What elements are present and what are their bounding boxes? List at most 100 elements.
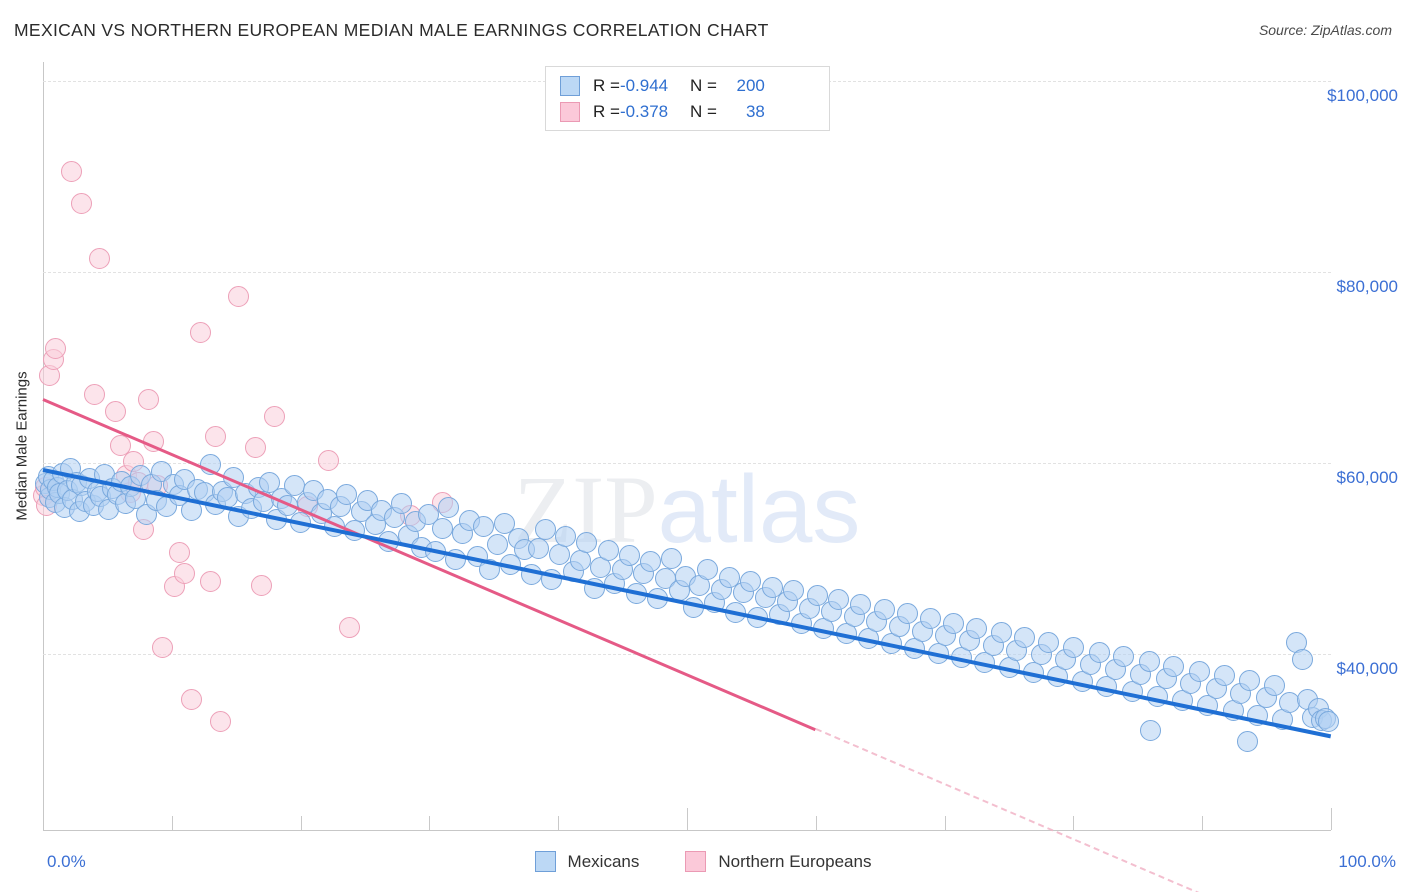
stats-swatch-northern-europeans — [560, 102, 580, 122]
scatter-point-blue — [344, 520, 366, 542]
scatter-point-pink — [210, 711, 232, 733]
scatter-point-blue — [493, 512, 515, 534]
legend-label-mexicans: Mexicans — [567, 851, 640, 871]
scatter-point-blue — [697, 559, 719, 581]
scatter-point-blue — [597, 540, 619, 562]
source-attribution: Source: ZipAtlas.com — [1258, 22, 1392, 38]
stats-n-value-1: 38 — [745, 102, 765, 121]
scatter-point-pink — [138, 389, 160, 411]
stats-swatch-mexicans — [560, 76, 580, 96]
x-tick-mark — [1202, 816, 1204, 830]
x-axis-line — [43, 830, 1331, 831]
y-axis-tick-label: $40,000 — [1336, 659, 1398, 678]
scatter-point-blue — [682, 596, 704, 618]
scatter-point-blue — [1317, 711, 1339, 733]
legend-item-mexicans[interactable]: Mexicans — [534, 851, 640, 872]
scatter-point-blue — [534, 519, 556, 541]
scatter-point-pink — [104, 400, 126, 422]
scatter-point-blue — [783, 580, 805, 602]
scatter-point-blue — [1213, 665, 1235, 687]
scatter-point-blue — [377, 530, 399, 552]
scatter-point-blue — [1263, 675, 1285, 696]
scatter-point-pink — [143, 430, 165, 452]
scatter-point-pink — [180, 689, 202, 711]
trendline-mexicans — [42, 467, 1332, 739]
stats-n-label-0: N = — [689, 76, 717, 95]
scatter-point-blue — [1189, 660, 1211, 682]
scatter-point-blue — [431, 518, 453, 540]
y-axis-tick-label: $80,000 — [1336, 277, 1398, 296]
x-axis-tick-label: 100.0% — [1338, 852, 1396, 871]
scatter-point-blue — [747, 607, 769, 629]
x-tick-mark — [687, 808, 688, 830]
gridline — [43, 463, 1331, 464]
scatter-point-blue — [761, 576, 783, 598]
x-tick-mark — [815, 816, 817, 830]
x-tick-mark — [558, 816, 560, 830]
scatter-point-pink — [89, 248, 111, 270]
stats-r-label-1: R = — [593, 102, 620, 121]
scatter-point-blue — [806, 585, 828, 607]
scatter-point-blue — [259, 471, 281, 493]
x-tick-mark — [300, 816, 302, 830]
scatter-point-blue — [180, 500, 202, 522]
legend-item-northern-europeans[interactable]: Northern Europeans — [685, 851, 871, 872]
scatter-point-pink — [205, 425, 227, 447]
scatter-point-pink — [189, 321, 211, 343]
scatter-point-pink — [228, 286, 250, 308]
scatter-point-blue — [1236, 731, 1258, 753]
scatter-point-blue — [500, 553, 522, 575]
scatter-point-blue — [943, 612, 965, 634]
scatter-point-blue — [336, 484, 358, 505]
scatter-point-blue — [1239, 670, 1261, 692]
scatter-point-blue — [1088, 641, 1110, 663]
stats-r-value-1: -0.378 — [619, 102, 669, 121]
scatter-point-blue — [528, 538, 550, 560]
page-title: MEXICAN VS NORTHERN EUROPEAN MEDIAN MALE… — [14, 20, 769, 40]
scatter-point-blue — [1038, 632, 1060, 654]
scatter-point-blue — [569, 549, 591, 571]
scatter-point-pink — [339, 616, 361, 638]
plot-area: ZIPatlas — [32, 62, 1339, 892]
x-tick-mark — [1073, 816, 1075, 830]
scatter-point-blue — [1140, 719, 1162, 741]
scatter-point-blue — [472, 515, 494, 537]
scatter-point-blue — [1113, 646, 1135, 668]
x-tick-mark — [1331, 808, 1332, 830]
scatter-point-pink — [245, 437, 267, 459]
series-legend: Mexicans Northern Europeans — [0, 851, 1406, 872]
scatter-point-blue — [555, 526, 577, 548]
correlation-stats-box: R = -0.944 N = 200 R = -0.378 N = 38 — [545, 66, 830, 131]
y-axis-line — [43, 62, 44, 830]
scatter-point-blue — [1247, 704, 1269, 726]
stats-row: R = -0.944 N = 200 — [560, 73, 819, 99]
scatter-point-blue — [739, 570, 761, 592]
scatter-point-blue — [850, 593, 872, 615]
scatter-point-blue — [919, 608, 941, 630]
stats-n-value-0: 200 — [736, 76, 765, 95]
scatter-point-blue — [1163, 655, 1185, 677]
scatter-point-blue — [1138, 651, 1160, 673]
scatter-point-blue — [828, 589, 850, 611]
scatter-point-blue — [618, 545, 640, 567]
scatter-point-blue — [323, 516, 345, 538]
stats-r-value-0: -0.944 — [619, 76, 669, 95]
y-axis-tick-label: $60,000 — [1336, 468, 1398, 487]
scatter-point-pink — [152, 636, 174, 658]
scatter-point-blue — [646, 588, 668, 610]
scatter-point-pink — [60, 161, 82, 183]
legend-swatch-northern-europeans — [685, 851, 707, 872]
gridline — [43, 654, 1331, 655]
scatter-point-pink — [199, 570, 221, 592]
scatter-point-blue — [719, 567, 740, 589]
scatter-point-pink — [109, 435, 131, 457]
scatter-point-blue — [541, 569, 563, 590]
scatter-point-blue — [974, 652, 996, 674]
scatter-point-blue — [1146, 685, 1168, 707]
scatter-point-pink — [84, 383, 106, 405]
y-axis-title: Median Male Earnings — [13, 371, 31, 521]
scatter-point-blue — [125, 487, 147, 509]
scatter-point-blue — [661, 548, 683, 569]
legend-label-northern-europeans: Northern Europeans — [718, 851, 872, 871]
